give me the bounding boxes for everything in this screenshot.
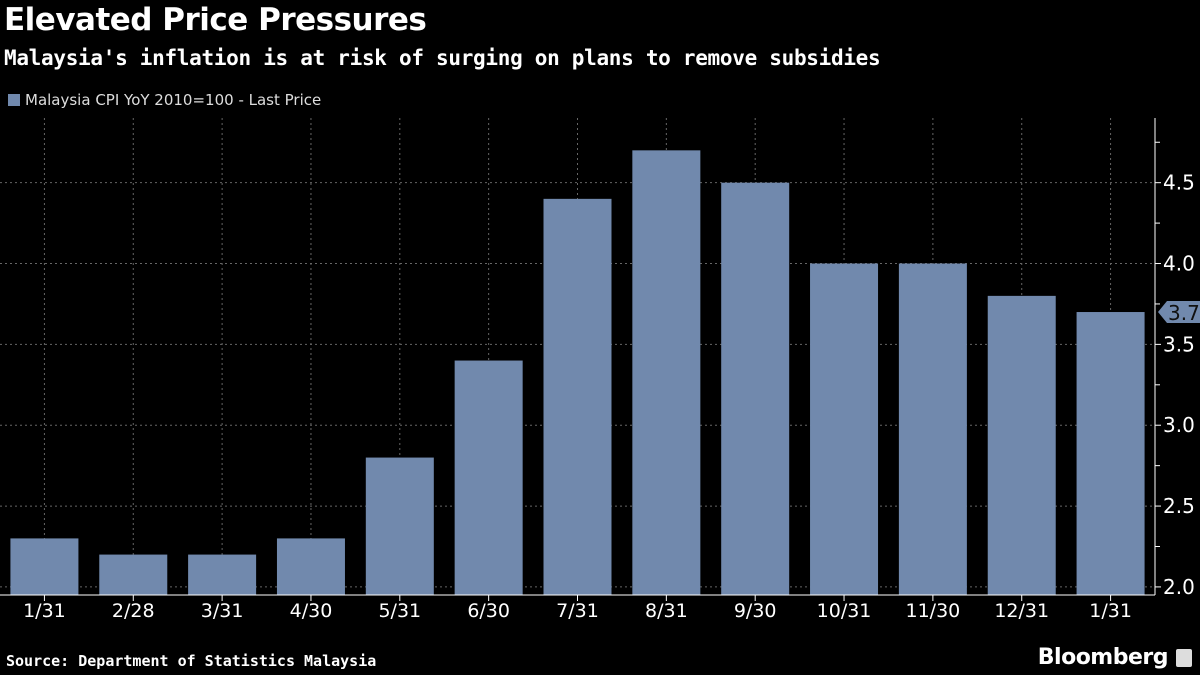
y-tick-label: 4.5 bbox=[1163, 171, 1195, 195]
brand-text: Bloomberg bbox=[1037, 645, 1169, 670]
x-tick-label: 8/31 bbox=[645, 600, 688, 622]
chart-subtitle: Malaysia's inflation is at risk of surgi… bbox=[4, 46, 881, 70]
x-tick-label: 4/30 bbox=[290, 600, 333, 622]
source-note: Source: Department of Statistics Malaysi… bbox=[6, 652, 377, 670]
bar bbox=[1076, 312, 1145, 595]
legend: Malaysia CPI YoY 2010=100 - Last Price bbox=[8, 91, 321, 109]
chart-logo-icon bbox=[1176, 648, 1192, 667]
y-tick-label: 4.0 bbox=[1163, 252, 1195, 276]
y-tick-label: 3.0 bbox=[1163, 413, 1195, 437]
bar bbox=[365, 457, 434, 595]
bar bbox=[898, 263, 967, 595]
last-value-tag bbox=[1158, 301, 1200, 324]
x-tick-label: 3/31 bbox=[201, 600, 244, 622]
bar bbox=[632, 150, 701, 595]
x-tick-label: 2/28 bbox=[112, 600, 155, 622]
y-tick-label: 3.5 bbox=[1163, 332, 1195, 356]
bar bbox=[276, 538, 345, 595]
x-tick-label: 1/31 bbox=[1089, 600, 1132, 622]
y-tick-label: 2.5 bbox=[1163, 494, 1195, 518]
x-tick-label: 7/31 bbox=[556, 600, 599, 622]
legend-label: Malaysia CPI YoY 2010=100 - Last Price bbox=[25, 91, 322, 109]
bar bbox=[543, 198, 612, 595]
y-tick-label: 2.0 bbox=[1163, 575, 1195, 599]
bar bbox=[454, 360, 523, 595]
x-tick-label: 1/31 bbox=[23, 600, 66, 622]
bar bbox=[721, 182, 790, 595]
bar bbox=[10, 538, 79, 595]
x-tick-label: 6/30 bbox=[467, 600, 510, 622]
bar bbox=[810, 263, 879, 595]
bar bbox=[987, 295, 1056, 595]
x-tick-label: 11/30 bbox=[906, 600, 961, 622]
chart-title: Elevated Price Pressures bbox=[4, 2, 427, 38]
last-value-label: 3.7 bbox=[1168, 301, 1200, 325]
bloomberg-logo: Bloomberg bbox=[1038, 645, 1192, 670]
x-tick-label: 9/30 bbox=[734, 600, 777, 622]
x-tick-label: 12/31 bbox=[994, 600, 1049, 622]
bar bbox=[188, 554, 257, 595]
x-tick-label: 10/31 bbox=[817, 600, 872, 622]
bar bbox=[99, 554, 168, 595]
legend-swatch bbox=[8, 94, 20, 106]
x-tick-label: 5/31 bbox=[378, 600, 421, 622]
